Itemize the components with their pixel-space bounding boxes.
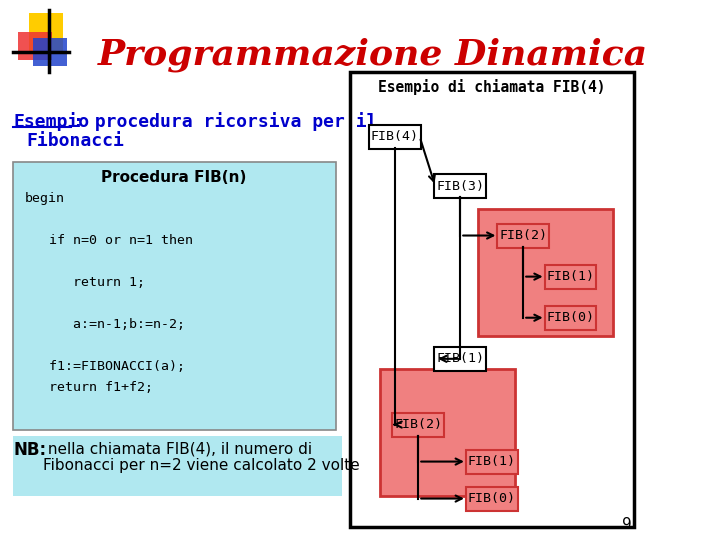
FancyBboxPatch shape — [498, 224, 549, 247]
Text: Esempio: Esempio — [14, 112, 89, 131]
FancyBboxPatch shape — [350, 72, 634, 527]
Text: a:=n-1;b:=n-2;: a:=n-1;b:=n-2; — [25, 318, 185, 331]
Text: begin: begin — [25, 192, 65, 205]
Text: FIB(2): FIB(2) — [395, 418, 442, 431]
FancyBboxPatch shape — [18, 32, 52, 60]
Text: FIB(1): FIB(1) — [468, 455, 516, 468]
FancyBboxPatch shape — [14, 436, 342, 496]
Text: if n=0 or n=1 then: if n=0 or n=1 then — [25, 234, 193, 247]
FancyBboxPatch shape — [544, 265, 596, 288]
Text: 9: 9 — [622, 517, 632, 532]
FancyBboxPatch shape — [544, 306, 596, 330]
Text: : procedura ricorsiva per il: : procedura ricorsiva per il — [73, 112, 378, 131]
Text: FIB(3): FIB(3) — [436, 180, 485, 193]
Text: Procedura FIB(n): Procedura FIB(n) — [102, 170, 247, 185]
FancyBboxPatch shape — [466, 450, 518, 474]
FancyBboxPatch shape — [466, 487, 518, 510]
FancyBboxPatch shape — [379, 369, 515, 496]
Text: FIB(0): FIB(0) — [546, 311, 595, 324]
FancyBboxPatch shape — [434, 347, 486, 371]
Text: return f1+f2;: return f1+f2; — [25, 381, 153, 394]
Text: f1:=FIBONACCI(a);: f1:=FIBONACCI(a); — [25, 360, 185, 373]
Text: FIB(2): FIB(2) — [499, 229, 547, 242]
FancyBboxPatch shape — [434, 174, 486, 198]
FancyBboxPatch shape — [33, 38, 67, 66]
Text: Fibonacci: Fibonacci — [27, 132, 125, 150]
FancyBboxPatch shape — [369, 125, 420, 149]
FancyBboxPatch shape — [14, 162, 336, 430]
FancyBboxPatch shape — [392, 413, 444, 436]
Text: NB:: NB: — [14, 441, 47, 459]
Text: FIB(4): FIB(4) — [371, 130, 419, 144]
Text: FIB(0): FIB(0) — [468, 492, 516, 505]
Text: FIB(1): FIB(1) — [436, 352, 485, 366]
Text: nella chiamata FIB(4), il numero di
Fibonacci per n=2 viene calcolato 2 volte: nella chiamata FIB(4), il numero di Fibo… — [43, 441, 359, 474]
FancyBboxPatch shape — [478, 209, 613, 336]
Text: FIB(1): FIB(1) — [546, 270, 595, 283]
Text: Esempio di chiamata FIB(4): Esempio di chiamata FIB(4) — [378, 79, 606, 95]
Text: Programmazione Dinamica: Programmazione Dinamica — [98, 38, 648, 72]
FancyBboxPatch shape — [30, 13, 63, 51]
Text: return 1;: return 1; — [25, 276, 145, 289]
